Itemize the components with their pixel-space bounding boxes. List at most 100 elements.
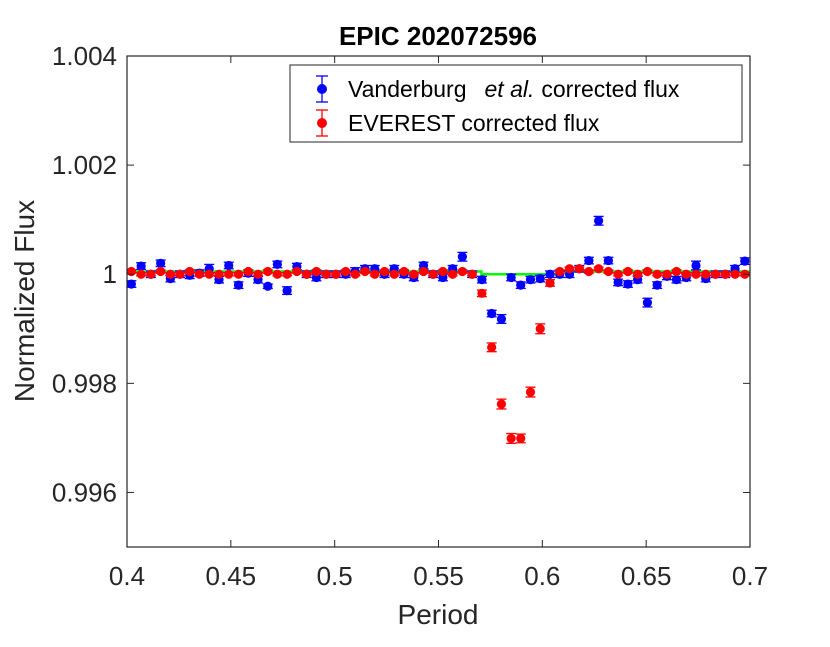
everest-point [506, 433, 516, 444]
vanderburg-point [691, 260, 701, 271]
x-tick-label: 0.4 [109, 561, 145, 591]
legend-entry-everest: EVEREST corrected flux [316, 109, 600, 137]
x-tick-label: 0.6 [524, 561, 560, 591]
everest-point [555, 266, 565, 277]
everest-point [331, 269, 341, 279]
everest-point [379, 266, 390, 277]
legend-vanderburg-label-plain: Vanderburg [348, 76, 467, 102]
everest-point [584, 266, 594, 277]
chart-title: EPIC 202072596 [339, 21, 537, 51]
everest-point [253, 269, 263, 279]
everest-point [564, 264, 575, 274]
everest-point [350, 269, 360, 279]
everest-point [136, 269, 146, 279]
everest-point [720, 269, 730, 279]
everest-point [292, 266, 302, 277]
everest-point [409, 269, 419, 279]
vanderburg-point [613, 277, 623, 288]
everest-point [185, 266, 195, 277]
vanderburg-point [224, 260, 234, 271]
everest-point [321, 269, 331, 279]
everest-point [146, 269, 156, 279]
vanderburg-point [496, 314, 507, 324]
vanderburg-point [652, 280, 662, 290]
everest-point [175, 269, 185, 279]
x-tick-label: 0.45 [206, 561, 257, 591]
vanderburg-point [594, 216, 604, 226]
everest-point [224, 269, 234, 279]
everest-point [545, 278, 555, 288]
everest-point [623, 266, 633, 277]
legend: Vanderburg et al. corrected flux EVEREST c… [289, 64, 743, 143]
vanderburg-point [263, 281, 273, 291]
x-tick-label: 0.65 [621, 561, 672, 591]
everest-point [263, 266, 273, 277]
everest-point [438, 266, 448, 277]
y-tick-label: 1.002 [52, 150, 117, 180]
vanderburg-point [506, 272, 516, 283]
x-tick-label: 0.7 [732, 561, 768, 591]
everest-point [574, 264, 584, 274]
everest-point [272, 269, 282, 279]
legend-everest-marker [317, 118, 327, 128]
everest-point [691, 269, 701, 279]
everest-point [165, 269, 176, 279]
vanderburg-point [535, 273, 545, 284]
everest-point [341, 266, 351, 277]
everest-point [370, 269, 380, 279]
y-tick-label: 1 [103, 259, 117, 289]
everest-point [594, 264, 604, 274]
everest-point [603, 266, 613, 277]
everest-point [467, 269, 477, 279]
everest-point [652, 269, 662, 279]
legend-vanderburg-label: Vanderburg et al. corrected flux [348, 76, 680, 102]
legend-box [289, 64, 743, 143]
everest-point [710, 269, 721, 279]
y-axis-label: Normalized Flux [9, 200, 40, 402]
everest-point [282, 269, 292, 279]
vanderburg-point [156, 258, 166, 268]
vanderburg-point [545, 269, 555, 279]
everest-point [525, 387, 536, 397]
vanderburg-point [282, 285, 292, 296]
everest-point [360, 266, 370, 277]
x-tick-label: 0.55 [413, 561, 464, 591]
everest-point [681, 269, 691, 279]
y-tick-label: 0.998 [52, 368, 117, 398]
axis-ticks: 0.4 0.45 0.5 0.55 0.6 0.65 0.7 0.996 0.998 1 1.002… [52, 41, 768, 591]
everest-point [448, 269, 458, 279]
vanderburg-point [126, 279, 136, 289]
everest-point [233, 269, 244, 279]
vanderburg-point [516, 280, 526, 290]
everest-point [662, 269, 672, 279]
everest-point [399, 266, 409, 277]
legend-vanderburg-marker [317, 84, 327, 94]
everest-point [302, 269, 312, 279]
y-tick-label: 1.004 [52, 41, 117, 71]
everest-point [701, 269, 711, 279]
vanderburg-point [233, 280, 244, 290]
legend-vanderburg-label-italic: et al. [485, 76, 535, 102]
everest-point [496, 399, 507, 409]
x-axis-label: Period [398, 599, 479, 630]
everest-point [516, 433, 526, 444]
everest-point [418, 266, 429, 277]
everest-point [477, 288, 487, 298]
vanderburg-point [671, 275, 682, 285]
everest-series [126, 264, 750, 444]
everest-point [642, 266, 653, 277]
everest-point [428, 269, 438, 279]
everest-point [671, 266, 682, 277]
vanderburg-point [136, 261, 146, 271]
vanderburg-point [623, 279, 633, 289]
vanderburg-point [525, 275, 536, 285]
legend-everest-label: EVEREST corrected flux [348, 110, 600, 136]
everest-point [457, 266, 467, 277]
everest-point [204, 269, 214, 279]
vanderburg-point [457, 252, 467, 262]
everest-point [613, 269, 623, 279]
legend-entry-vanderburg: Vanderburg et al. corrected flux [316, 75, 680, 103]
everest-point [487, 342, 497, 352]
